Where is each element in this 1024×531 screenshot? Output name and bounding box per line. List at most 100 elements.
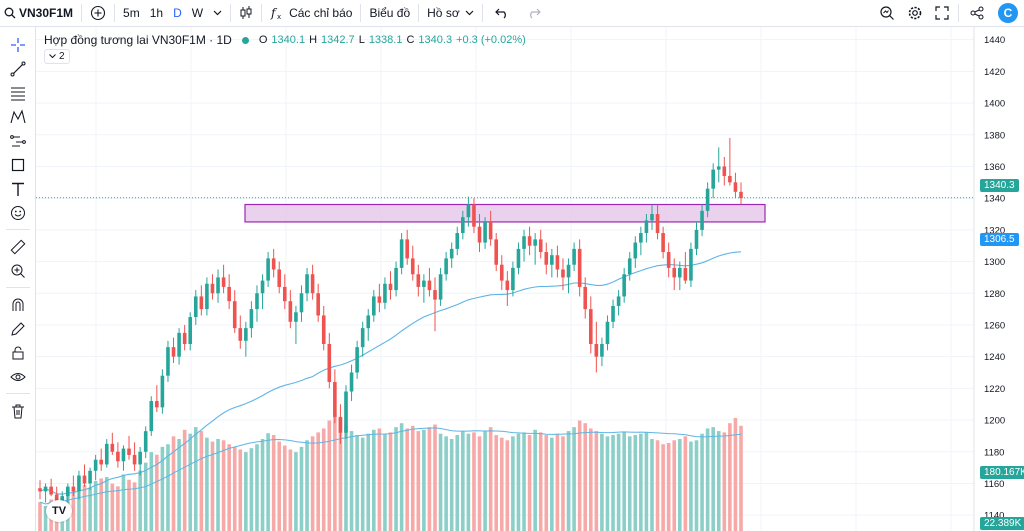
- candle-body: [38, 488, 42, 492]
- chevron-down-icon: [465, 10, 474, 16]
- candle-body: [232, 301, 237, 329]
- trend-line-tool[interactable]: [8, 59, 28, 79]
- volume-bar: [121, 474, 126, 531]
- volume-bar: [316, 432, 320, 531]
- candle-body: [633, 242, 638, 259]
- symbol-search[interactable]: VN30F1M: [0, 0, 78, 27]
- volume-bar: [333, 413, 337, 531]
- volume-bar: [227, 444, 231, 531]
- volume-bar: [383, 433, 387, 531]
- text-tool[interactable]: [8, 179, 28, 199]
- divider: [261, 4, 263, 22]
- candle-body: [193, 296, 198, 318]
- emoji-tool[interactable]: [8, 203, 28, 223]
- legend-low-value: 1338.1: [368, 34, 403, 46]
- hide-drawings-tool[interactable]: [8, 367, 28, 387]
- share-icon: [970, 6, 984, 20]
- zoom-tool[interactable]: [8, 261, 28, 281]
- crosshair-tool[interactable]: [8, 35, 28, 55]
- pencil-lock-icon: [11, 322, 25, 336]
- candle-body: [216, 277, 220, 294]
- candle-body: [288, 301, 293, 322]
- volume-bar: [260, 438, 265, 531]
- fib-tool[interactable]: [8, 83, 28, 103]
- candle-body: [149, 401, 154, 432]
- candle-body: [572, 248, 576, 265]
- shapes-tool[interactable]: [8, 155, 28, 175]
- compare-symbol-button[interactable]: [85, 0, 111, 27]
- candle-body: [694, 229, 699, 249]
- redo-button[interactable]: [518, 0, 550, 27]
- share-button[interactable]: [962, 0, 992, 27]
- chart-layout-button[interactable]: Biểu đồ: [364, 0, 415, 27]
- profile-button[interactable]: Hồ sơ: [422, 0, 479, 27]
- fullscreen-button[interactable]: [929, 0, 955, 27]
- undo-button[interactable]: [486, 0, 518, 27]
- volume-bar: [249, 448, 254, 531]
- interval-d[interactable]: D: [168, 0, 187, 27]
- candles-style-button[interactable]: [234, 0, 258, 27]
- candle-body: [499, 264, 504, 281]
- candle-body: [716, 166, 721, 170]
- candle-body: [538, 239, 543, 253]
- candle-body: [121, 448, 126, 462]
- smiley-icon: [11, 206, 25, 220]
- volume-bar: [232, 446, 237, 531]
- candle-body: [622, 274, 626, 297]
- measure-tool[interactable]: [8, 237, 28, 257]
- volume-bar: [410, 425, 415, 531]
- forecast-tool[interactable]: [8, 131, 28, 151]
- interval-dropdown[interactable]: [208, 0, 227, 27]
- volume-bar: [588, 428, 593, 531]
- volume-bar: [449, 438, 454, 531]
- candle-body: [166, 347, 170, 376]
- volume-bar: [349, 431, 354, 531]
- candle-body: [522, 236, 526, 249]
- volume-bar: [427, 427, 432, 531]
- interval-5m[interactable]: 5m: [118, 0, 145, 27]
- svg-text:x: x: [277, 13, 281, 20]
- quick-search-button[interactable]: [873, 0, 901, 27]
- candle-body: [255, 293, 259, 310]
- candle-body: [355, 347, 359, 373]
- volume-bar: [138, 470, 142, 531]
- chevron-down-icon: [49, 54, 56, 59]
- chart-canvas[interactable]: 1440 1420 1400 1380 1360 1340 1320 1300 1280 1260…: [36, 27, 1024, 531]
- volume-bar: [188, 433, 193, 531]
- drawing-toolbar: [0, 27, 36, 531]
- magnet-tool[interactable]: [8, 295, 28, 315]
- lock-drawings-tool[interactable]: [8, 343, 28, 363]
- crosshair-icon: [11, 38, 25, 52]
- moving-average-tag: 1306.5: [980, 233, 1019, 246]
- candle-body: [188, 317, 193, 344]
- volume-bar: [538, 432, 543, 531]
- interval-1h[interactable]: 1h: [145, 0, 168, 27]
- tradingview-logo[interactable]: TV: [46, 500, 72, 522]
- settings-button[interactable]: [901, 0, 929, 27]
- remove-drawings-tool[interactable]: [8, 401, 28, 421]
- volume-bar: [377, 428, 382, 531]
- user-avatar[interactable]: C: [992, 0, 1024, 27]
- search-icon: [4, 7, 16, 19]
- candle-body: [66, 486, 70, 497]
- candle-body: [104, 443, 109, 465]
- y-axis-tick-label: 1380: [984, 130, 1005, 141]
- volume-bar: [527, 435, 532, 531]
- legend-collapse-button[interactable]: 2: [44, 49, 70, 64]
- y-axis-tick-label: 1140: [984, 511, 1004, 522]
- volume-bar: [255, 444, 259, 531]
- stay-drawing-tool[interactable]: [8, 319, 28, 339]
- volume-bar: [93, 481, 98, 531]
- candle-body: [160, 375, 165, 408]
- ruler-icon: [10, 239, 26, 255]
- interval-5m-label: 5m: [123, 6, 140, 20]
- candle-body: [77, 475, 81, 492]
- volume-bar: [155, 454, 159, 531]
- pattern-tool[interactable]: [8, 107, 28, 127]
- interval-w[interactable]: W: [187, 0, 208, 27]
- legend-close-value: 1340.3: [418, 34, 453, 46]
- candle-body: [238, 328, 243, 341]
- volume-ma-line: [39, 427, 742, 505]
- volume-bar: [577, 420, 582, 531]
